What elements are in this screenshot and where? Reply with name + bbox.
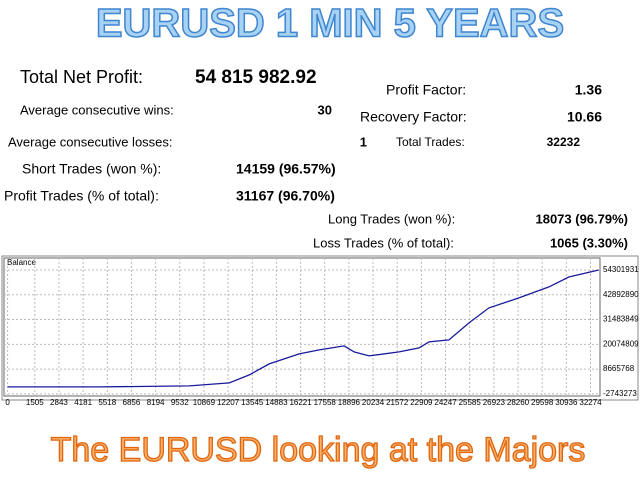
stat-value: 32232 [547,135,581,149]
stat-value: 54 815 982.92 [195,67,317,88]
stat-label: Average consecutive losses: [8,134,173,149]
balance-line [7,269,599,388]
stat-label: Average consecutive wins: [20,102,174,117]
x-tick-label: 1505 [26,398,44,407]
x-tick-label: 26923 [483,398,506,407]
x-tick-label: 0 [5,398,10,407]
x-tick-label: 18896 [338,398,361,407]
y-tick-label: 54301931 [603,265,639,274]
stat-value: 1.36 [575,82,602,98]
x-tick-label: 16221 [289,398,312,407]
footer-caption: The EURUSD looking at the Majors [51,431,586,469]
x-tick-label: 6856 [123,398,141,407]
stat-value: 1 [360,134,367,149]
x-tick-label: 24247 [434,398,457,407]
stat-value: 31167 (96.70%) [236,188,335,204]
x-tick-label: 13545 [241,398,264,407]
y-tick-label: -2743273 [603,389,637,398]
y-tick-label: 31483849 [603,315,639,324]
x-tick-label: 32274 [579,398,602,407]
x-tick-label: 8194 [147,398,165,407]
x-tick-label: 2843 [50,398,68,407]
y-tick-label: 20074809 [603,339,639,348]
x-tick-label: 17558 [314,398,337,407]
stat-label: Loss Trades (% of total): [313,235,454,250]
stat-label: Recovery Factor: [360,109,467,125]
x-tick-label: 10869 [193,398,216,407]
stat-value: 14159 (96.57%) [236,161,336,177]
x-tick-label: 20234 [362,398,385,407]
stat-value: 30 [318,102,332,117]
x-tick-label: 25585 [459,398,482,407]
y-tick-label: 42892890 [603,290,639,299]
stat-value: 1065 (3.30%) [550,235,628,250]
x-tick-label: 30936 [555,398,578,407]
x-tick-label: 14883 [265,398,288,407]
stat-label: Long Trades (won %): [328,211,455,226]
x-tick-label: 29598 [531,398,554,407]
plot-area [3,257,601,397]
stat-label: Profit Factor: [386,82,466,98]
stat-value: 18073 (96.79%) [535,211,628,226]
y-tick-label: 8665768 [603,364,635,373]
x-tick-label: 4181 [74,398,92,407]
stat-label: Short Trades (won %): [22,161,161,177]
x-tick-label: 22909 [410,398,433,407]
title: EURUSD 1 MIN 5 YEARS [96,2,564,46]
stat-value: 10.66 [567,109,602,125]
series-label: Balance [7,258,36,267]
x-tick-label: 5518 [98,398,116,407]
stat-label: Total Net Profit: [20,67,143,87]
x-tick-label: 12207 [217,398,240,407]
x-tick-label: 28260 [507,398,530,407]
x-tick-label: 9532 [171,398,189,407]
x-tick-label: 21572 [386,398,409,407]
stat-label: Total Trades: [396,135,465,149]
chart-frame [1,255,639,401]
stat-label: Profit Trades (% of total): [4,188,159,204]
